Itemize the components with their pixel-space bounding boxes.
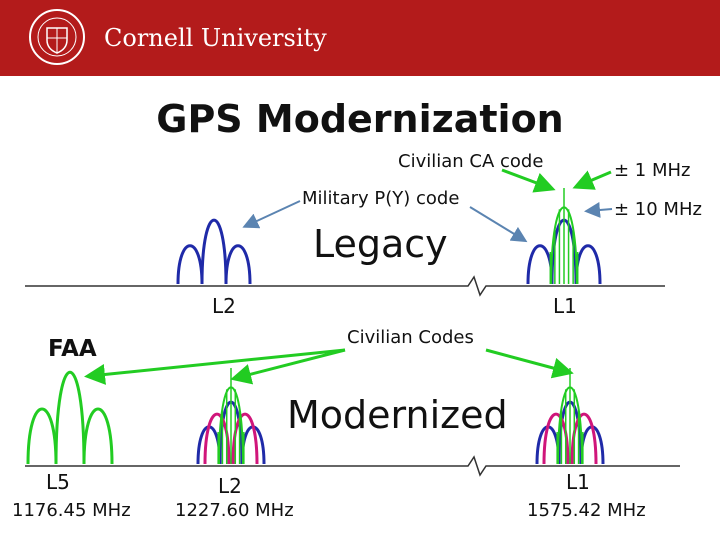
legacy-baseline <box>25 275 665 297</box>
modernized-l2-frequency: 1227.60 MHz <box>175 500 294 521</box>
military-code-lobe <box>224 244 252 285</box>
military-code-lobe <box>574 244 602 285</box>
military-code-lobe <box>176 244 204 285</box>
cornell-seal-icon <box>29 9 85 65</box>
l5-label: L5 <box>46 470 70 494</box>
m-code-lobe <box>203 412 231 465</box>
civilian-code-spike <box>557 386 583 465</box>
military-code-lobe <box>526 244 554 285</box>
modernized-l2-label: L2 <box>218 474 242 498</box>
civilian-code-spike <box>218 386 244 465</box>
m-code-lobe <box>570 412 598 465</box>
l5-civilian-lobe <box>54 371 86 465</box>
pm1-arrow <box>572 170 612 190</box>
m-code-lobe <box>231 412 259 465</box>
civilian-codes-label: Civilian Codes <box>347 327 474 348</box>
modernized-baseline <box>25 455 680 477</box>
civilian-ca-label: Civilian CA code <box>398 151 544 172</box>
civilian-code-spike <box>550 206 578 285</box>
legacy-label: Legacy <box>313 222 448 266</box>
mod-l1-arrow <box>485 348 574 379</box>
pm10-label: ± 10 MHz <box>614 199 702 220</box>
m-code-lobe <box>542 412 570 465</box>
modernized-l1-frequency: 1575.42 MHz <box>527 500 646 521</box>
military-code-lobe <box>240 425 266 465</box>
brand-name: Cornell University <box>104 24 327 52</box>
faa-arrow <box>84 348 346 385</box>
pm10-arrow <box>584 202 613 218</box>
military-code-lobe <box>196 425 222 465</box>
l5-civilian-lobe <box>82 407 114 465</box>
faa-label: FAA <box>48 336 97 362</box>
military-code-lobe <box>535 425 561 465</box>
l5-civilian-lobe <box>26 407 58 465</box>
legacy-l2-label: L2 <box>212 294 236 318</box>
military-code-arrow <box>242 200 301 229</box>
l5-frequency: 1176.45 MHz <box>12 500 131 521</box>
legacy-l1-arrow <box>469 206 528 243</box>
military-py-label: Military P(Y) code <box>302 188 460 209</box>
civilian-ca-arrow <box>501 168 556 193</box>
mod-l2-arrow <box>230 348 346 385</box>
pm1-label: ± 1 MHz <box>614 160 691 181</box>
header-bar: Cornell University <box>0 0 720 76</box>
military-code-lobe <box>579 425 605 465</box>
modernized-l1-label: L1 <box>566 470 590 494</box>
legacy-l1-label: L1 <box>553 294 577 318</box>
slide-title: GPS Modernization <box>156 97 564 141</box>
modernized-label: Modernized <box>287 393 508 437</box>
military-code-lobe <box>200 218 228 285</box>
